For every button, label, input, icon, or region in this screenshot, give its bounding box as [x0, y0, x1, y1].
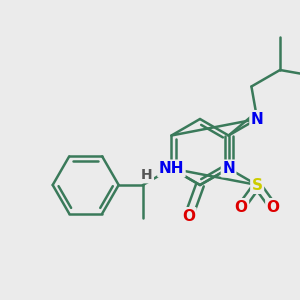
Text: O: O	[182, 208, 195, 224]
Text: NH: NH	[159, 161, 184, 176]
Text: S: S	[252, 178, 263, 193]
Text: N: N	[222, 161, 235, 176]
Text: O: O	[267, 200, 280, 214]
Text: N: N	[251, 112, 263, 127]
Text: H: H	[141, 168, 153, 182]
Text: O: O	[235, 200, 248, 214]
